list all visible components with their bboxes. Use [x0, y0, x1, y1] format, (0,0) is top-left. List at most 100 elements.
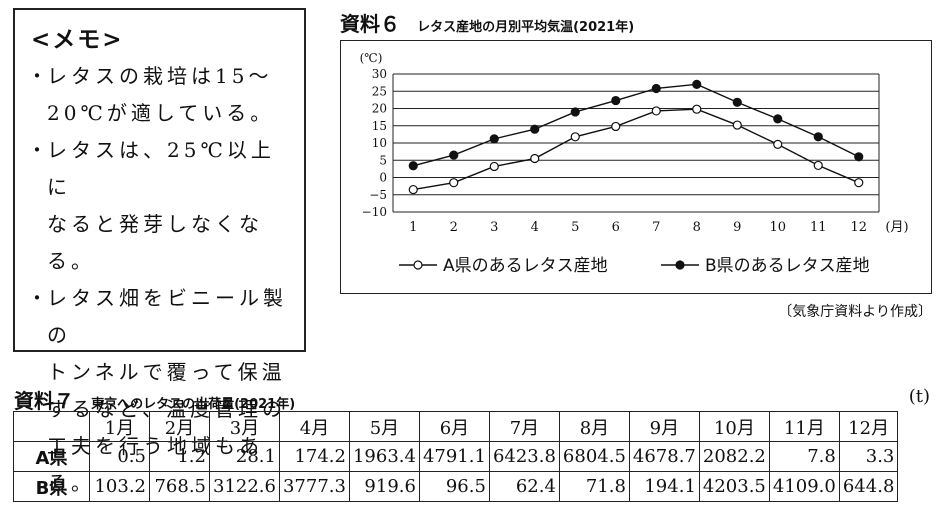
table-cell: 4791.1 [418, 441, 490, 472]
series-a-point [732, 120, 742, 130]
series-a-point [651, 106, 661, 116]
series-b-point [732, 97, 742, 107]
month-header: 11月 [768, 411, 840, 442]
table-row: A県 0.5 1.2 28.1 174.2 1963.4 4791.1 6423… [13, 441, 899, 472]
series-b-point [651, 83, 661, 94]
series-b-point [489, 134, 499, 144]
series-a-point [570, 132, 580, 142]
resource6-label: 資料６ [340, 12, 400, 36]
y-tick-label: 25 [372, 84, 387, 98]
month-header: 3月 [209, 411, 280, 442]
resource7-heading: 資料７ 東京へのレタスの出荷量(2021年) [14, 385, 295, 414]
table-cell: 644.8 [838, 471, 899, 502]
x-tick-label: 12 [850, 220, 867, 235]
series-b-point [854, 152, 864, 162]
legend-label: A県のあるレタス産地 [443, 256, 608, 276]
row-label: B県 [13, 471, 90, 502]
series-a-point [530, 153, 540, 164]
x-tick-label: 8 [693, 220, 701, 235]
table-cell: 1963.4 [348, 441, 420, 472]
series-a-point [611, 121, 621, 132]
month-header: 12月 [838, 411, 899, 442]
series-b-point [813, 132, 823, 142]
table-cell: 768.5 [149, 471, 210, 502]
month-header: 10月 [698, 411, 770, 442]
x-tick-label: 3 [490, 220, 498, 235]
series-a-point [489, 161, 499, 172]
memo-title: <メモ> [31, 26, 124, 53]
unit-label: (t) [908, 386, 930, 407]
month-header: 9月 [628, 411, 700, 442]
month-header: 6月 [418, 411, 490, 442]
x-tick-label: 9 [733, 220, 741, 235]
table-cell: 71.8 [558, 471, 630, 502]
memo-line: なると発芽しなくなる。 [47, 212, 263, 273]
memo-line: 20℃が適している。 [47, 101, 275, 125]
memo-line: レタスの栽培は15～ [47, 64, 273, 88]
series-line [413, 83, 860, 167]
table-cell: 919.6 [348, 471, 420, 502]
table-cell: 62.4 [488, 471, 560, 502]
table-cell: 4678.7 [628, 441, 700, 472]
x-tick-label: 11 [810, 220, 827, 235]
legend-marker [413, 260, 423, 270]
table-row: B県 103.2 768.5 3122.6 3777.3 919.6 96.5 … [13, 471, 899, 502]
resource7-title: 東京へのレタスの出荷量(2021年) [91, 397, 296, 412]
table-cell: 3.3 [838, 441, 899, 472]
x-tick-label: 5 [571, 220, 579, 235]
memo-item: ・ レタスは、25℃以上に なると発芽しなくなる。 [25, 132, 294, 280]
memo-bullet: ・ [27, 138, 51, 162]
y-tick-label: 30 [372, 67, 387, 81]
y-tick-label: 15 [372, 119, 387, 133]
series-a-point [408, 184, 418, 195]
temperature-chart: 30 25 20 15 10 5 0 −5 −10 (℃) 1 2 3 4 5 6 7 8 9 10 11 12 (月) A県… [340, 40, 932, 294]
memo-line: トンネルで覆って保温 [47, 360, 286, 384]
memo-box: <メモ> ・ レタスの栽培は15～ 20℃が適している。 ・ レタスは、25℃以… [13, 8, 306, 495]
memo-line: レタスは、25℃以上に [47, 138, 275, 199]
table-header-row: 1月 2月 3月 4月 5月 6月 7月 8月 9月 10月 11月 12月 [13, 411, 899, 442]
table-cell: 96.5 [418, 471, 490, 502]
month-header: 5月 [348, 411, 420, 442]
series-b-point [530, 124, 540, 134]
series-a-point [854, 178, 864, 188]
x-axis-unit: (月) [885, 220, 908, 235]
shipment-table: 1月 2月 3月 4月 5月 6月 7月 8月 9月 10月 11月 12月 A… [13, 411, 899, 502]
x-tick-label: 6 [612, 220, 620, 235]
y-tick-label: 5 [379, 153, 387, 167]
series-b-point [570, 107, 580, 117]
table-cell: 0.5 [89, 441, 150, 472]
resource7-label: 資料７ [14, 389, 74, 413]
table-cell: 2082.2 [698, 441, 770, 472]
resource6-title: レタス産地の月別平均気温(2021年) [417, 20, 635, 35]
memo-line: レタス畑をビニール製の [47, 286, 287, 347]
table-cell: 28.1 [209, 441, 280, 472]
resource6-heading: 資料６ レタス産地の月別平均気温(2021年) [340, 8, 634, 37]
month-header: 4月 [278, 411, 350, 442]
month-header: 2月 [149, 411, 210, 442]
series-b-point [408, 161, 418, 171]
x-tick-label: 7 [652, 220, 660, 235]
series-a-point [773, 139, 783, 149]
series-a-point [813, 160, 823, 171]
series-b-point [611, 95, 621, 106]
y-tick-label: −10 [362, 205, 387, 219]
y-tick-label: 20 [372, 102, 387, 116]
series-b-point [773, 114, 783, 124]
month-header: 7月 [488, 411, 560, 442]
y-axis-unit: (℃) [360, 51, 383, 65]
table-corner-cell [13, 411, 90, 442]
table-cell: 103.2 [89, 471, 150, 502]
x-tick-label: 4 [531, 220, 539, 235]
series-a-point [692, 104, 702, 114]
table-cell: 3777.3 [278, 471, 350, 502]
table-cell: 6423.8 [488, 441, 560, 472]
table-cell: 4203.5 [698, 471, 770, 502]
month-header: 8月 [558, 411, 630, 442]
memo-bullet: ・ [27, 286, 51, 310]
table-cell: 6804.5 [558, 441, 630, 472]
x-tick-label: 2 [450, 220, 458, 235]
series-a-point [449, 178, 459, 188]
legend-marker [675, 260, 685, 270]
x-tick-label: 10 [769, 220, 786, 235]
